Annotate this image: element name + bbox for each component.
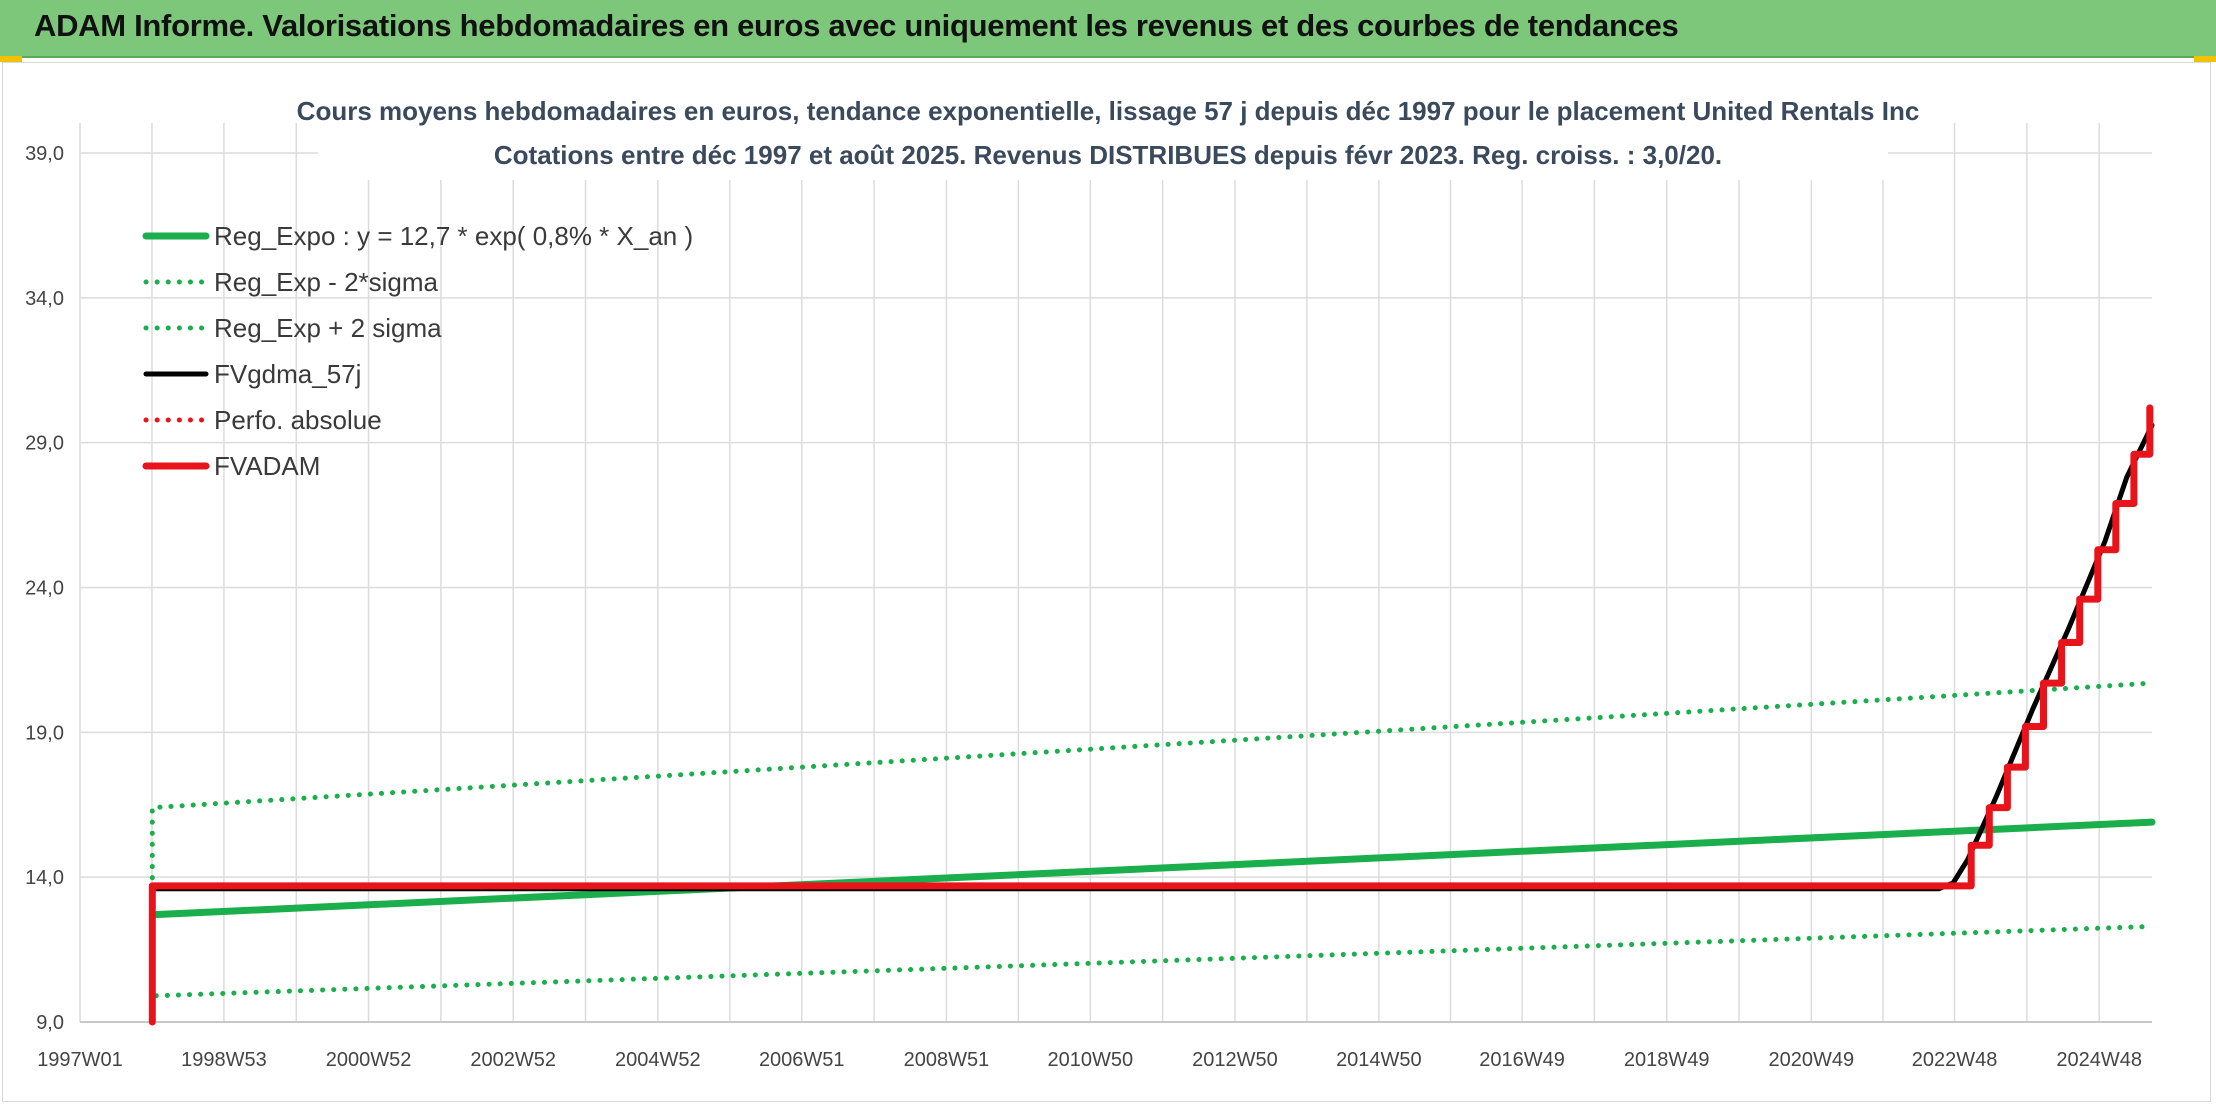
report-title: ADAM Informe. Valorisations hebdomadaire… — [34, 8, 1679, 43]
x-tick-label: 2010W50 — [1048, 1049, 1134, 1071]
y-tick-label: 34,0 — [25, 288, 64, 310]
y-tick-label: 19,0 — [25, 722, 64, 744]
x-tick-label: 2024W48 — [2056, 1049, 2142, 1071]
series-line — [149, 422, 2155, 892]
x-tick-label: 2012W50 — [1192, 1049, 1278, 1071]
y-tick-label: 14,0 — [25, 867, 64, 889]
series-line — [149, 680, 2155, 892]
report-header: ADAM Informe. Valorisations hebdomadaire… — [0, 0, 2216, 58]
x-tick-label: 1998W53 — [181, 1049, 267, 1071]
x-tick-label: 2004W52 — [615, 1049, 701, 1071]
y-tick-label: 29,0 — [25, 433, 64, 455]
grid-lines — [79, 123, 2152, 1023]
series-layer — [148, 404, 2156, 1026]
y-tick-label: 9,0 — [36, 1012, 64, 1034]
x-tick-label: 2022W48 — [1912, 1049, 1998, 1071]
x-tick-label: 1997W01 — [37, 1049, 123, 1071]
y-tick-label: 39,0 — [25, 143, 64, 165]
y-tick-label: 24,0 — [25, 578, 64, 600]
series-line — [148, 818, 2156, 919]
chart-legend: Reg_Expo : y = 12,7 * exp( 0,8% * X_an )… — [142, 221, 693, 481]
x-tick-label: 2006W51 — [759, 1049, 845, 1071]
chart-title-line: Cours moyens hebdomadaires en euros, ten… — [297, 96, 1920, 126]
y-axis-ticks: 9,0 14,0 19,0 24,0 29,0 34,0 39,0 — [25, 143, 64, 1034]
x-tick-label: 2000W52 — [326, 1049, 412, 1071]
x-tick-label: 2020W49 — [1769, 1049, 1855, 1071]
x-tick-label: 2002W52 — [470, 1049, 556, 1071]
corner-marker-right — [2194, 56, 2216, 62]
legend-entry: Perfo. absolue — [214, 405, 382, 435]
legend-entry: Reg_Exp + 2 sigma — [214, 313, 442, 343]
legend-entry: Reg_Expo : y = 12,7 * exp( 0,8% * X_an ) — [214, 221, 693, 251]
x-axis-ticks: 1997W01 1998W53 2000W52 2002W52 2004W52 2006W… — [37, 1049, 2142, 1071]
x-tick-label: 2018W49 — [1624, 1049, 1710, 1071]
series-line — [148, 404, 2154, 1026]
legend-entry: FVgdma_57j — [214, 359, 361, 389]
chart-frame — [2, 62, 2211, 1102]
legend-entry: FVADAM — [214, 451, 320, 481]
chart-title: Cours moyens hebdomadaires en euros, ten… — [297, 84, 1920, 180]
series-line — [149, 886, 2155, 999]
corner-marker-left — [0, 56, 22, 62]
legend-entry: Reg_Exp - 2*sigma — [214, 267, 439, 297]
title-background — [318, 84, 1888, 180]
chart-title-line: Cotations entre déc 1997 et août 2025. R… — [494, 140, 1722, 170]
x-tick-label: 2016W49 — [1479, 1049, 1565, 1071]
x-tick-label: 2008W51 — [904, 1049, 990, 1071]
x-tick-label: 2014W50 — [1336, 1049, 1422, 1071]
